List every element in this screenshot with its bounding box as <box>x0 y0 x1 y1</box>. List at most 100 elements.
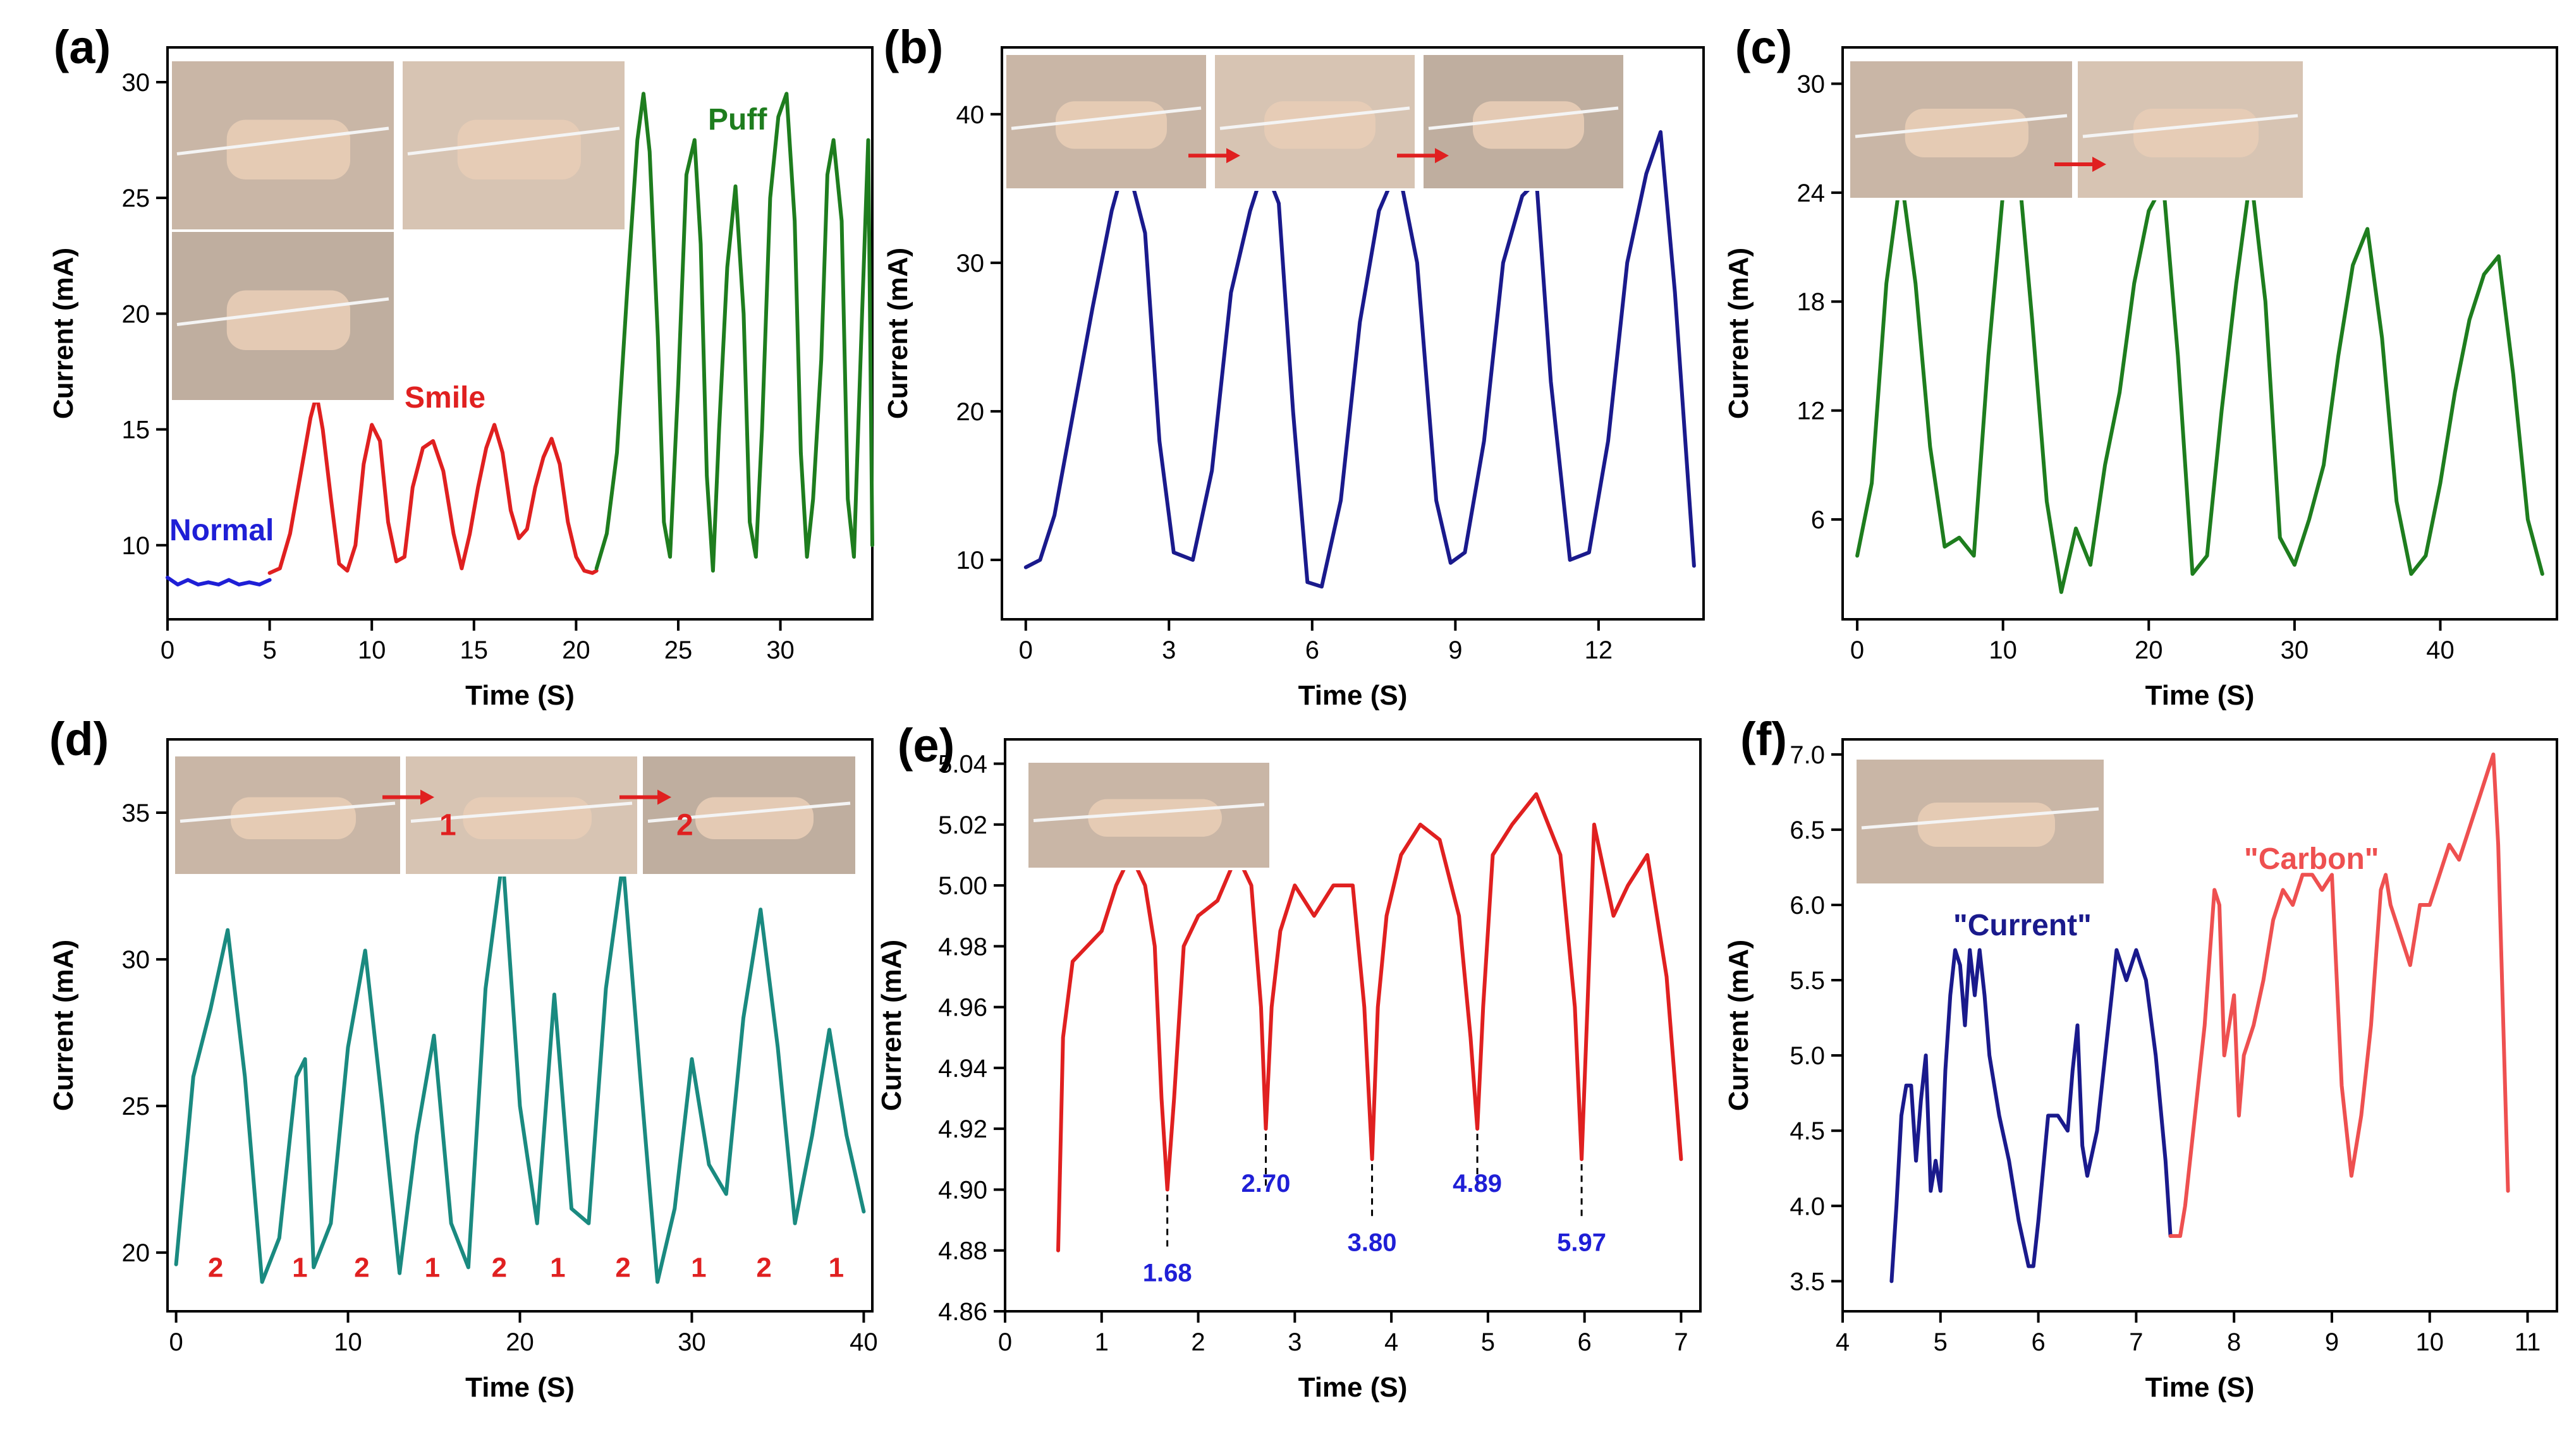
photo-wire <box>180 801 396 823</box>
panel-label: (f) <box>1740 713 1787 765</box>
y-tick-label: 4.0 <box>1790 1192 1825 1220</box>
y-tick-label: 4.88 <box>938 1237 987 1265</box>
y-tick-label: 5.00 <box>938 872 987 900</box>
series-line <box>1056 792 1683 1253</box>
plot-frame <box>1841 46 2558 621</box>
photo-wire <box>2082 114 2298 138</box>
y-tick-label: 6.0 <box>1790 892 1825 919</box>
y-tick-label: 25 <box>122 185 150 212</box>
y-axis-label: Current (mA) <box>1723 248 1754 419</box>
x-tick-label: 1 <box>1095 1328 1109 1356</box>
x-tick-label: 10 <box>1989 636 2017 664</box>
x-tick-label: 20 <box>562 636 590 664</box>
x-tick-label: 9 <box>2325 1328 2339 1356</box>
chart-panel-b: (b) 0 3 6 9 12 10 20 30 40 Time (S) Current (mA) <box>882 21 1705 711</box>
x-tick-label: 10 <box>2416 1328 2444 1356</box>
x-tick-label: 4 <box>1384 1328 1398 1356</box>
x-tick-label: 10 <box>334 1328 362 1356</box>
series-label: Normal <box>169 514 274 547</box>
x-tick-label: 3 <box>1162 636 1176 664</box>
cycle-label: 2 <box>208 1252 223 1283</box>
annotation-label: 5.97 <box>1557 1228 1606 1256</box>
y-tick-label: 4.96 <box>938 994 987 1022</box>
panel-label: (a) <box>54 21 111 73</box>
series-line <box>166 576 272 586</box>
series-line <box>174 854 866 1284</box>
y-tick-label: 4.90 <box>938 1176 987 1204</box>
x-tick-label: 10 <box>358 636 386 664</box>
photo-inset <box>169 59 396 232</box>
photo-skin-shape <box>1056 101 1167 149</box>
panel-label: (b) <box>884 21 944 73</box>
y-tick-label: 20 <box>956 398 985 426</box>
photo-skin-shape <box>695 797 814 839</box>
x-tick-label: 30 <box>766 636 795 664</box>
photo-skin-shape <box>1264 101 1375 149</box>
x-axis-label: Time (S) <box>2145 680 2255 711</box>
x-tick-label: 25 <box>664 636 693 664</box>
x-tick-label: 40 <box>2426 636 2455 664</box>
photo-wire <box>647 801 851 823</box>
photo-skin-shape <box>1088 799 1222 837</box>
y-tick-label: 25 <box>122 1093 150 1120</box>
plot-frame <box>1004 738 1702 1313</box>
cycle-label: 1 <box>425 1252 440 1283</box>
y-tick-label: 18 <box>1797 288 1826 316</box>
cycle-label: 2 <box>492 1252 507 1283</box>
photo-skin-shape <box>463 797 592 839</box>
photo-arrow-head <box>2092 157 2106 172</box>
y-axis-label: Current (mA) <box>48 940 79 1111</box>
photo-background <box>640 754 858 877</box>
photo-wire <box>176 297 389 326</box>
photo-inset <box>1854 757 2106 886</box>
y-tick-label: 4.92 <box>938 1115 987 1143</box>
photo-wire <box>407 126 620 155</box>
series-line <box>2168 752 2510 1238</box>
photo-inset <box>640 754 858 877</box>
annotation-label: 1.68 <box>1143 1259 1192 1287</box>
x-tick-label: 30 <box>2281 636 2309 664</box>
y-tick-label: 5.5 <box>1790 967 1825 995</box>
photo-step-label: 1 <box>439 809 456 842</box>
y-tick-label: 10 <box>956 547 985 574</box>
x-tick-label: 0 <box>998 1328 1012 1356</box>
photo-step-label: 2 <box>676 809 693 842</box>
y-tick-label: 5.02 <box>938 811 987 839</box>
photo-wire <box>1011 106 1202 130</box>
x-tick-label: 11 <box>2515 1328 2541 1356</box>
photo-arrow-head <box>1435 148 1449 164</box>
cycle-label: 2 <box>756 1252 771 1283</box>
series-label: Puff <box>708 103 767 136</box>
x-tick-label: 6 <box>1305 636 1319 664</box>
panel-label: (c) <box>1735 21 1792 73</box>
series-label: Smile <box>405 381 485 415</box>
photo-wire <box>1855 114 2068 138</box>
photo-inset <box>1848 59 2075 200</box>
chart-panel-a: (a) 0 5 10 15 20 25 30 10 15 20 25 30 Time (S) Current… <box>48 21 874 711</box>
photo-wire <box>176 126 389 155</box>
cycle-label: 2 <box>615 1252 630 1283</box>
x-axis-label: Time (S) <box>465 680 575 711</box>
x-tick-label: 3 <box>1288 1328 1302 1356</box>
x-axis-label: Time (S) <box>465 1372 575 1403</box>
x-tick-label: 0 <box>169 1328 183 1356</box>
series-label: "Carbon" <box>2244 842 2379 876</box>
photo-skin-shape <box>1905 109 2028 157</box>
panel-label: (d) <box>49 713 109 765</box>
photo-inset <box>169 229 396 403</box>
photo-inset <box>173 754 403 877</box>
photo-inset <box>1004 52 1209 191</box>
x-tick-label: 40 <box>850 1328 878 1356</box>
photo-inset <box>403 754 640 877</box>
y-tick-label: 12 <box>1797 397 1826 425</box>
photo-inset <box>1026 760 1272 870</box>
x-tick-label: 7 <box>1674 1328 1688 1356</box>
y-axis-label: Current (mA) <box>882 248 913 419</box>
x-axis-label: Time (S) <box>2145 1372 2255 1403</box>
y-axis-label: Current (mA) <box>1723 940 1754 1111</box>
x-tick-label: 0 <box>1850 636 1864 664</box>
x-tick-label: 6 <box>2031 1328 2045 1356</box>
y-tick-label: 10 <box>122 532 150 560</box>
y-tick-label: 24 <box>1797 179 1826 207</box>
photo-skin-shape <box>226 119 350 179</box>
